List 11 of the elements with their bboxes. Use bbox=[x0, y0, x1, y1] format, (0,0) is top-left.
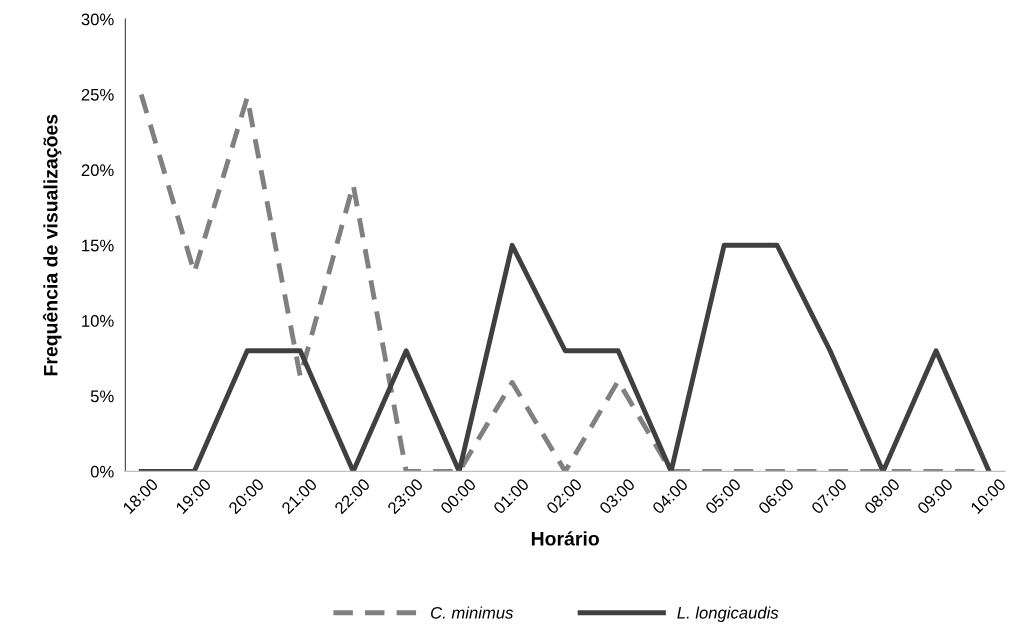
legend-label: C. minimus bbox=[431, 606, 514, 619]
y-tick-label: 10% bbox=[82, 315, 114, 327]
y-tick-label: 15% bbox=[82, 239, 114, 252]
y-tick-label: 20% bbox=[81, 164, 114, 177]
x-axis-title: Horário bbox=[531, 531, 599, 546]
y-axis-title: Frequência de visualizações bbox=[42, 114, 62, 376]
y-tick-label: 25% bbox=[81, 88, 114, 101]
legend-label: L. longicaudis bbox=[677, 606, 779, 622]
y-tick-label: 30% bbox=[81, 13, 114, 26]
y-tick-label: 5% bbox=[90, 390, 114, 403]
y-tick-label: 0% bbox=[90, 465, 114, 478]
